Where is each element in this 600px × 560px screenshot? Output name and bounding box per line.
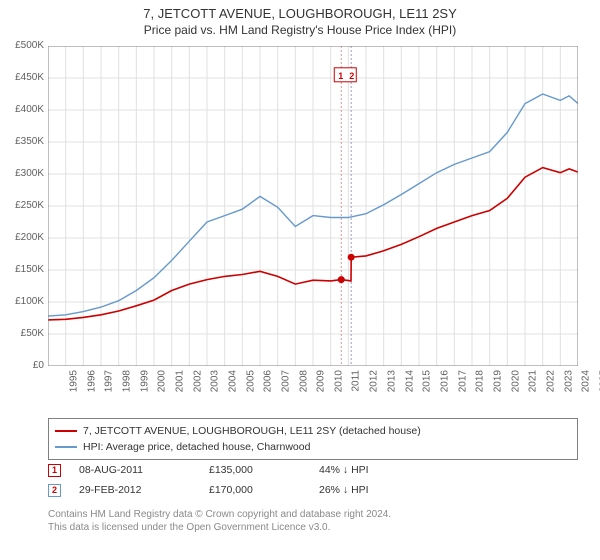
sale-marker: 1 (48, 464, 61, 477)
y-tick-label: £100K (2, 296, 44, 307)
x-tick-label: 1997 (104, 370, 115, 392)
page-title: 7, JETCOTT AVENUE, LOUGHBOROUGH, LE11 2S… (0, 6, 600, 21)
x-tick-label: 2005 (245, 370, 256, 392)
footer-text: Contains HM Land Registry data © Crown c… (48, 508, 578, 534)
footer-line-2: This data is licensed under the Open Gov… (48, 521, 578, 534)
y-tick-label: £500K (2, 40, 44, 51)
x-tick-label: 2007 (280, 370, 291, 392)
x-tick-label: 1998 (121, 370, 132, 392)
y-tick-label: £400K (2, 104, 44, 115)
x-tick-label: 2021 (528, 370, 539, 392)
y-tick-label: £250K (2, 200, 44, 211)
x-tick-label: 2003 (210, 370, 221, 392)
sale-delta: 26% ↓ HPI (319, 484, 419, 496)
legend-item: 7, JETCOTT AVENUE, LOUGHBOROUGH, LE11 2S… (55, 423, 571, 439)
legend-swatch (55, 430, 77, 432)
x-tick-label: 1999 (139, 370, 150, 392)
x-tick-label: 2017 (457, 370, 468, 392)
x-tick-label: 2000 (157, 370, 168, 392)
sale-date: 29-FEB-2012 (79, 484, 209, 496)
x-tick-label: 2011 (350, 370, 361, 392)
y-tick-label: £450K (2, 72, 44, 83)
x-tick-label: 1996 (86, 370, 97, 392)
svg-text:1: 1 (338, 71, 343, 81)
x-tick-label: 2014 (404, 370, 415, 392)
x-tick-label: 1995 (68, 370, 79, 392)
sale-price: £135,000 (209, 464, 319, 476)
x-tick-label: 2015 (422, 370, 433, 392)
chart-svg: 12 (48, 46, 578, 366)
x-tick-label: 2008 (298, 370, 309, 392)
x-tick-label: 2022 (545, 370, 556, 392)
x-tick-label: 2019 (492, 370, 503, 392)
legend-label: HPI: Average price, detached house, Char… (83, 441, 310, 453)
sale-row: 1 08-AUG-2011£135,00044% ↓ HPI (48, 460, 578, 480)
x-tick-label: 2020 (510, 370, 521, 392)
y-tick-label: £0 (2, 360, 44, 371)
y-tick-label: £200K (2, 232, 44, 243)
x-tick-label: 2009 (316, 370, 327, 392)
y-tick-label: £350K (2, 136, 44, 147)
x-tick-label: 2018 (475, 370, 486, 392)
x-tick-label: 2004 (227, 370, 238, 392)
svg-text:2: 2 (349, 71, 354, 81)
x-tick-label: 2016 (439, 370, 450, 392)
sale-marker: 2 (48, 484, 61, 497)
sale-delta: 44% ↓ HPI (319, 464, 419, 476)
title-block: 7, JETCOTT AVENUE, LOUGHBOROUGH, LE11 2S… (0, 0, 600, 37)
page-subtitle: Price paid vs. HM Land Registry's House … (0, 23, 600, 37)
sale-price: £170,000 (209, 484, 319, 496)
chart-area: 12 (48, 46, 578, 366)
sale-date: 08-AUG-2011 (79, 464, 209, 476)
y-tick-label: £50K (2, 328, 44, 339)
legend-item: HPI: Average price, detached house, Char… (55, 439, 571, 455)
chart-container: 7, JETCOTT AVENUE, LOUGHBOROUGH, LE11 2S… (0, 0, 600, 560)
x-tick-label: 2012 (369, 370, 380, 392)
x-tick-label: 2006 (263, 370, 274, 392)
x-tick-label: 2023 (563, 370, 574, 392)
y-tick-label: £300K (2, 168, 44, 179)
legend-swatch (55, 446, 77, 448)
legend-label: 7, JETCOTT AVENUE, LOUGHBOROUGH, LE11 2S… (83, 425, 421, 437)
footer-line-1: Contains HM Land Registry data © Crown c… (48, 508, 578, 521)
x-tick-label: 2010 (333, 370, 344, 392)
y-tick-label: £150K (2, 264, 44, 275)
legend-box: 7, JETCOTT AVENUE, LOUGHBOROUGH, LE11 2S… (48, 418, 578, 460)
x-tick-label: 2024 (581, 370, 592, 392)
sales-table: 1 08-AUG-2011£135,00044% ↓ HPI 2 29-FEB-201… (48, 460, 578, 500)
x-tick-label: 2002 (192, 370, 203, 392)
x-tick-label: 2001 (174, 370, 185, 392)
x-tick-label: 2013 (386, 370, 397, 392)
sale-row: 2 29-FEB-2012£170,00026% ↓ HPI (48, 480, 578, 500)
